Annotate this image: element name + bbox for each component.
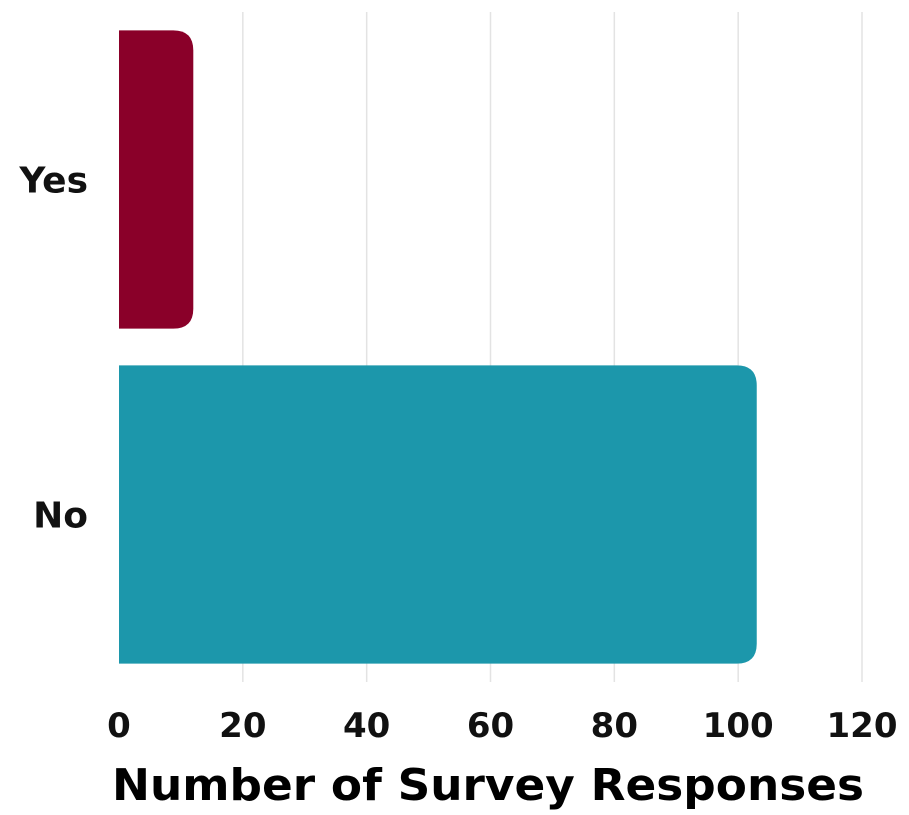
- x-tick-labels: 0 20 40 60 80 100 120: [107, 706, 897, 746]
- x-axis-title: Number of Survey Responses: [112, 760, 864, 811]
- x-tick-label-0: 0: [107, 706, 131, 746]
- x-tick-label-60: 60: [467, 706, 514, 746]
- x-tick-label-40: 40: [343, 706, 390, 746]
- x-tick-label-100: 100: [703, 706, 774, 746]
- bars: [119, 30, 757, 664]
- x-tick-label-80: 80: [591, 706, 638, 746]
- category-label-no: No: [33, 496, 88, 537]
- category-labels: Yes No: [18, 161, 88, 537]
- bar-yes: [119, 30, 194, 329]
- category-label-yes: Yes: [18, 161, 88, 202]
- x-tick-label-20: 20: [219, 706, 266, 746]
- x-tick-label-120: 120: [827, 706, 898, 746]
- bar-no: [119, 365, 757, 664]
